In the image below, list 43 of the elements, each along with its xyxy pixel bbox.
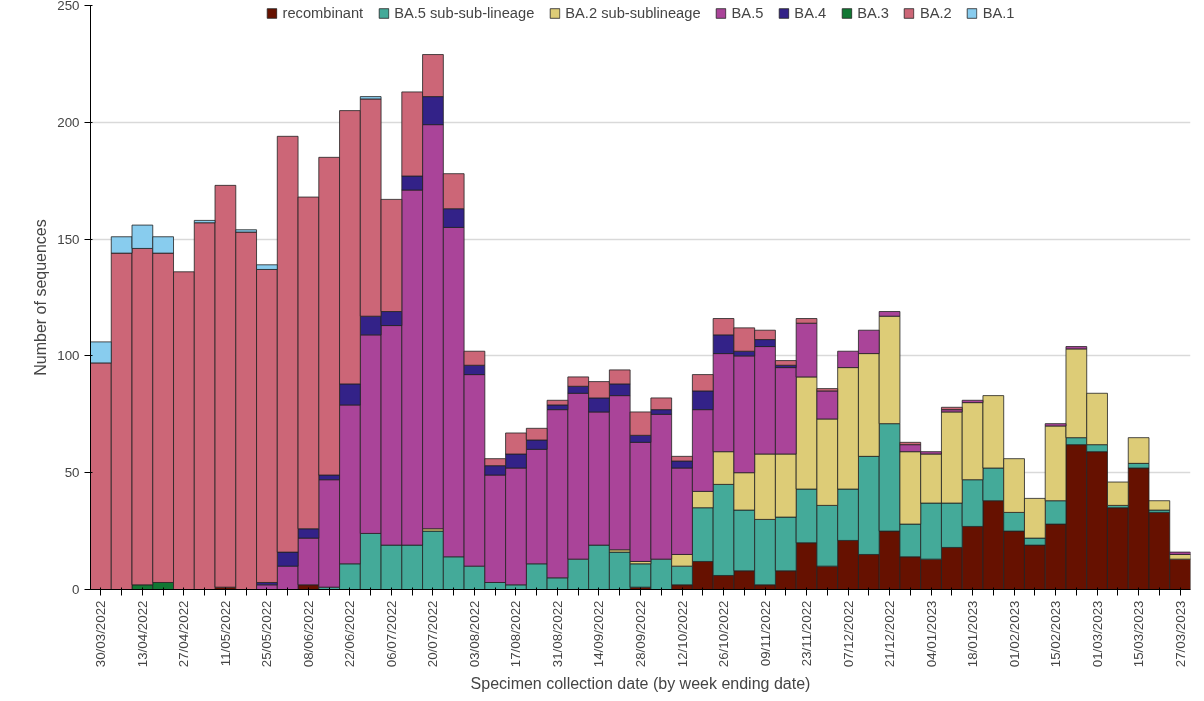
x-tick-label: 21/12/2022	[882, 600, 898, 668]
x-tick-label: 15/03/2023	[1131, 600, 1147, 668]
x-tick-label: 31/08/2022	[549, 600, 565, 668]
legend-label: BA.5 sub-sub-lineage	[394, 5, 535, 21]
y-tick-label: 200	[57, 114, 80, 130]
x-tick-label: 26/10/2022	[716, 600, 732, 668]
x-tick-label: 22/06/2022	[342, 600, 358, 668]
legend-label: BA.3	[857, 5, 889, 21]
y-tick-label: 50	[64, 465, 80, 481]
y-tick-label: 100	[57, 348, 80, 364]
x-tick-label: 27/03/2023	[1172, 600, 1188, 668]
x-tick-label: 17/08/2022	[508, 600, 524, 668]
y-tick-label: 0	[72, 582, 80, 597]
x-tick-label: 01/03/2023	[1089, 600, 1105, 668]
x-tick-label: 13/04/2022	[134, 600, 150, 668]
y-tick-label: 150	[57, 231, 80, 247]
x-tick-label: 04/01/2023	[923, 600, 939, 668]
x-axis-title: Specimen collection date (by week ending date)	[470, 675, 811, 693]
x-tick-label: 25/05/2022	[259, 600, 275, 668]
x-tick-label: 12/10/2022	[674, 600, 690, 668]
legend-label: BA.2	[919, 5, 952, 21]
x-tick-label: 07/12/2022	[840, 600, 856, 668]
legend-label: BA.5	[731, 5, 764, 21]
y-axis-title: Number of sequences	[32, 219, 50, 376]
y-tick-label: 250	[57, 0, 80, 13]
x-tick-label: 18/01/2023	[965, 600, 981, 668]
x-tick-label: 20/07/2022	[425, 600, 441, 668]
x-tick-label: 03/08/2022	[466, 600, 482, 668]
legend-label: recombinant	[282, 5, 364, 21]
legend-label: BA.2 sub-sublineage	[565, 5, 701, 21]
legend-label: BA.4	[794, 5, 827, 21]
legend-label: BA.1	[982, 5, 1015, 21]
x-tick-label: 06/07/2022	[383, 600, 399, 668]
x-tick-label: 30/03/2022	[93, 600, 109, 668]
x-tick-label: 09/11/2022	[757, 600, 773, 667]
x-tick-label: 11/05/2022	[217, 600, 233, 667]
x-tick-label: 28/09/2022	[633, 600, 648, 668]
x-tick-label: 01/02/2023	[1006, 600, 1022, 668]
x-tick-label: 14/09/2022	[591, 600, 607, 668]
x-tick-label: 23/11/2022	[799, 600, 815, 667]
x-tick-label: 08/06/2022	[300, 600, 316, 668]
x-tick-label: 15/02/2023	[1048, 600, 1064, 668]
x-tick-label: 27/04/2022	[176, 600, 192, 668]
